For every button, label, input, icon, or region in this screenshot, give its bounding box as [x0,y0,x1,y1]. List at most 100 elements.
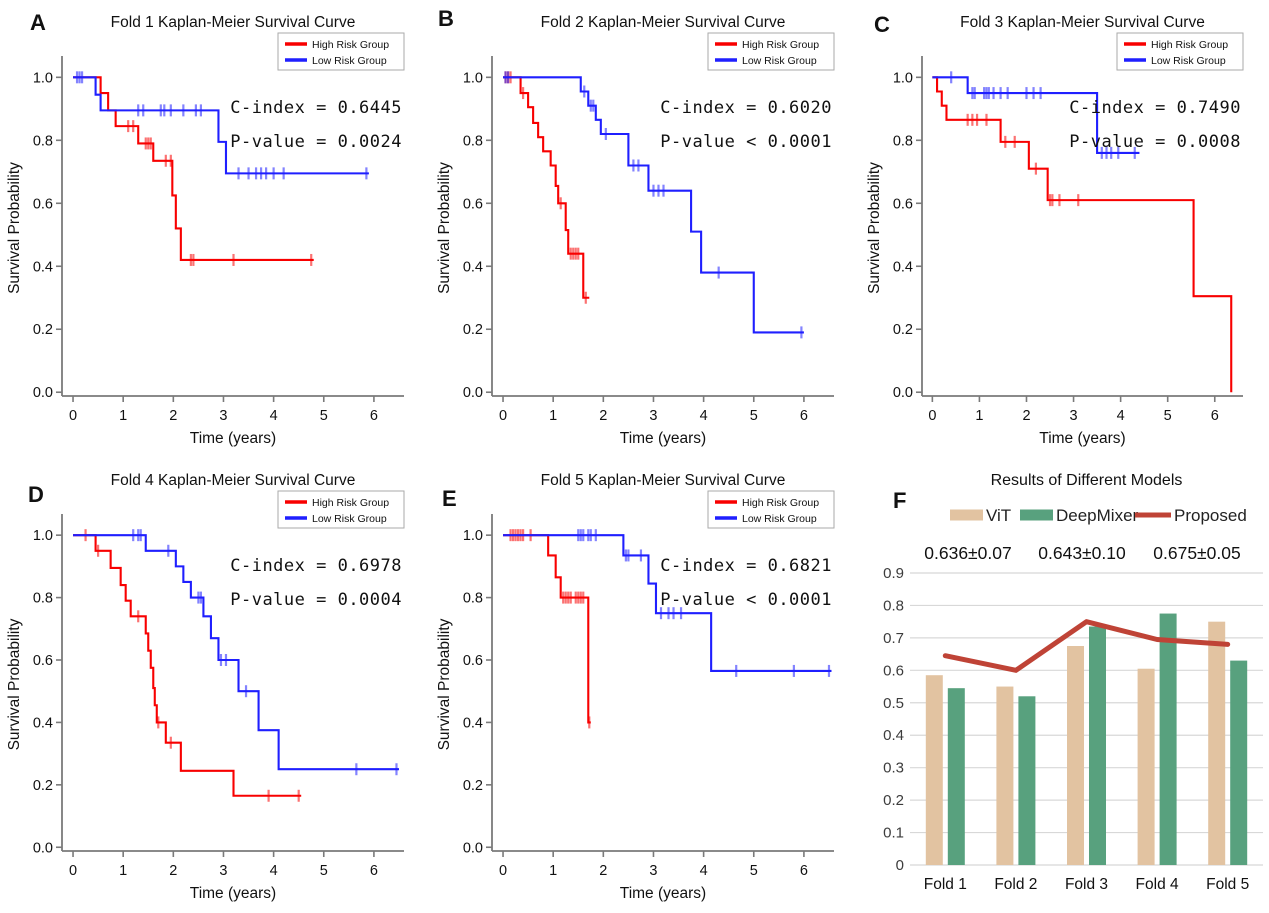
x-tick-label: 2 [599,408,607,424]
y-tick-label: 0.1 [883,825,904,842]
panel-title: Fold 5 Kaplan-Meier Survival Curve [541,472,786,489]
stat-annotation: P-value = 0.0024 [230,132,402,152]
legend-swatch [1020,509,1053,521]
y-tick-label: 0.0 [893,385,913,401]
x-tick-label: 2 [1022,408,1030,424]
y-tick-label: 0.5 [883,695,904,712]
km-curve [932,76,1233,393]
x-tick-label: 5 [320,863,328,879]
deepmixer-bar [947,688,965,865]
panel-c: C 0 1 2 3 4 5 6 0.0 0.2 0.4 0.6 0.8 1.0 Fold 3 Kaplan… [860,0,1269,458]
x-tick-label: 5 [750,863,758,879]
y-tick-label: 0.0 [463,840,483,856]
deepmixer-bar [1018,696,1036,865]
y-axis-label: Survival Probability [866,162,883,294]
y-axis-label: Survival Probability [6,618,23,750]
legend-swatch [950,509,983,521]
y-tick-label: 1.0 [33,528,53,544]
km-curve [73,76,369,175]
x-tick-label: 1 [549,863,557,879]
legend-box [277,32,405,71]
y-tick-label: 0.6 [463,653,483,669]
x-tick-label: 1 [549,408,557,424]
x-tick-label: 2 [169,863,177,879]
legend-label: Low Risk Group [312,513,387,525]
legend-label: Proposed [1174,506,1247,525]
x-tick-label: 6 [370,863,378,879]
y-tick-label: 1.0 [463,528,483,544]
y-tick-label: 0.4 [33,259,53,275]
x-tick-label: 2 [169,408,177,424]
panel-a: A 0 1 2 3 4 5 6 0.0 0.2 0.4 0.6 0.8 1.0 Fold 1 Kaplan… [0,0,430,458]
model-result-annotation: 0.675±0.05 [1153,543,1240,563]
legend-box [277,490,405,529]
x-axis-label: Time (years) [620,885,706,902]
y-tick-label: 0.4 [463,259,483,275]
x-category-label: Fold 5 [1206,876,1249,893]
y-tick-label: 0.6 [893,196,913,212]
stat-annotation: P-value < 0.0001 [660,590,832,610]
stat-annotation: C-index = 0.6821 [660,556,832,576]
legend-box [1116,32,1244,71]
x-tick-label: 0 [499,863,507,879]
y-tick-label: 0.4 [893,259,913,275]
y-tick-label: 0.4 [883,727,904,744]
y-tick-label: 0.9 [883,565,904,582]
fold-2-km-chart: 0 1 2 3 4 5 6 0.0 0.2 0.4 0.6 0.8 1.0 Fold 2 Kaplan-M… [436,14,835,447]
panel-f: F Results of Different Models ViT DeepMixe… [860,458,1269,913]
x-tick-label: 3 [649,863,657,879]
panel-title: Results of Different Models [991,472,1183,489]
y-tick-label: 0.0 [33,385,53,401]
panel-title: Fold 4 Kaplan-Meier Survival Curve [111,472,356,489]
vit-bar [1208,621,1226,865]
y-tick-label: 0.8 [463,133,483,149]
x-tick-label: 1 [119,863,127,879]
deepmixer-bar [1159,613,1177,865]
x-tick-label: 0 [69,408,77,424]
x-tick-label: 3 [219,863,227,879]
fold-5-km-chart: 0 1 2 3 4 5 6 0.0 0.2 0.4 0.6 0.8 1.0 Fold 5 Kaplan-M… [436,472,835,902]
x-tick-label: 3 [649,408,657,424]
legend-box [707,32,835,71]
y-tick-label: 0.2 [883,792,904,809]
y-tick-label: 0.0 [463,385,483,401]
models-bar-chart: Results of Different Models ViT DeepMixer P… [883,472,1263,893]
panel-c-letter: C [874,12,890,37]
stat-annotation: C-index = 0.7490 [1069,98,1241,118]
x-axis-label: Time (years) [190,430,276,447]
panel-a-letter: A [30,10,46,35]
y-tick-label: 0.8 [893,133,913,149]
y-tick-label: 0.2 [463,778,483,794]
stat-annotation: P-value = 0.0008 [1069,132,1241,152]
vit-bar [1137,668,1155,865]
panel-d: D 0 1 2 3 4 5 6 0.0 0.2 0.4 0.6 0.8 1.0 Fold 4 Kaplan… [0,458,430,913]
y-tick-label: 0.2 [33,322,53,338]
legend-label: Low Risk Group [742,55,817,67]
x-category-label: Fold 3 [1065,876,1108,893]
x-tick-label: 6 [1211,408,1219,424]
panel-title: Fold 1 Kaplan-Meier Survival Curve [111,14,356,31]
y-tick-label: 0 [896,857,904,874]
km-curve [73,534,399,771]
x-tick-label: 6 [800,408,808,424]
legend-label: DeepMixer [1056,506,1139,525]
legend-label: High Risk Group [312,497,389,509]
x-category-label: Fold 1 [924,876,967,893]
km-curve [932,76,1140,154]
x-tick-label: 6 [800,863,808,879]
y-tick-label: 0.8 [463,591,483,607]
km-curve [503,534,591,724]
x-tick-label: 2 [599,863,607,879]
y-tick-label: 0.6 [883,662,904,679]
y-tick-label: 0.7 [883,630,904,647]
fold-3-km-chart: 0 1 2 3 4 5 6 0.0 0.2 0.4 0.6 0.8 1.0 Fold 3 Kaplan-M… [866,14,1244,447]
y-tick-label: 0.2 [33,778,53,794]
x-tick-label: 4 [700,408,708,424]
x-tick-label: 4 [270,863,278,879]
panel-b-letter: B [438,6,454,31]
km-curve [503,76,590,299]
y-tick-label: 0.0 [33,840,53,856]
deepmixer-bar [1230,660,1248,865]
stat-annotation: P-value < 0.0001 [660,132,832,152]
